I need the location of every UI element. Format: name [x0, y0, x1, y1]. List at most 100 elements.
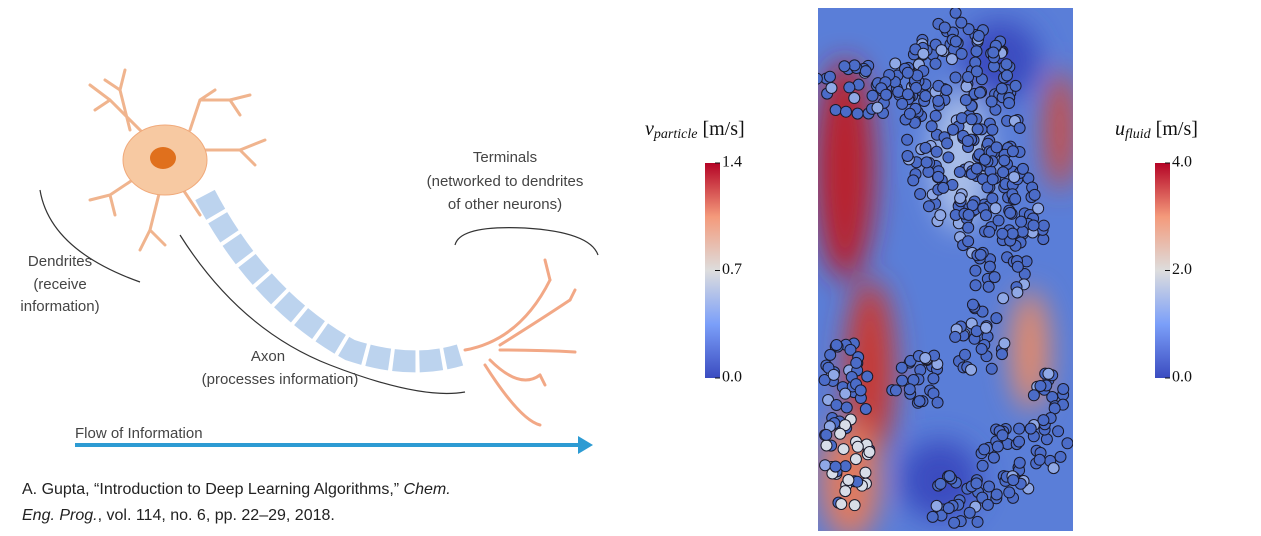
particle	[1010, 193, 1021, 204]
arrow-head	[578, 436, 593, 454]
tick-label: 0.0	[722, 369, 742, 386]
particle	[996, 349, 1007, 360]
particle	[1016, 216, 1027, 227]
particle	[986, 96, 997, 107]
particle	[979, 444, 990, 455]
particle	[946, 54, 957, 65]
particle	[904, 384, 915, 395]
particle	[938, 182, 949, 193]
particle	[991, 142, 1002, 153]
particle	[996, 83, 1007, 94]
particle	[851, 357, 862, 368]
particle	[972, 124, 983, 135]
brackets	[40, 190, 598, 393]
particle	[890, 58, 901, 69]
particle	[950, 331, 961, 342]
particle	[935, 210, 946, 221]
particle	[964, 507, 975, 518]
particle	[908, 175, 919, 186]
tick-label: 0.0	[1172, 369, 1192, 386]
unit: [m/s]	[1156, 118, 1198, 140]
particle	[915, 189, 926, 200]
particle	[840, 461, 851, 472]
particle	[944, 471, 955, 482]
particle	[947, 124, 958, 135]
flow-label: Flow of Information	[75, 425, 203, 442]
particle	[838, 444, 849, 455]
particle	[1038, 220, 1049, 231]
particle	[1012, 287, 1023, 298]
particle	[849, 60, 860, 71]
particle	[935, 478, 946, 489]
particle	[1014, 423, 1025, 434]
particle	[902, 151, 913, 162]
particle	[850, 454, 861, 465]
particle	[928, 373, 939, 384]
particle	[981, 322, 992, 333]
particle	[860, 467, 871, 478]
particle	[840, 106, 851, 117]
particle	[839, 61, 850, 72]
particle	[1014, 457, 1025, 468]
particle	[836, 498, 847, 509]
particle	[1007, 146, 1018, 157]
particle	[820, 460, 831, 471]
citation-journal: Chem.	[404, 481, 451, 498]
particle	[997, 228, 1008, 239]
particle	[841, 402, 852, 413]
particle	[1014, 436, 1025, 447]
particle	[963, 236, 974, 247]
terminals-label: (networked to dendrites	[427, 173, 584, 190]
particle	[897, 375, 908, 386]
particle	[872, 102, 883, 113]
particle	[1048, 463, 1059, 474]
particle	[977, 460, 988, 471]
particle	[971, 478, 982, 489]
particle	[1017, 163, 1028, 174]
particle	[939, 22, 950, 33]
particle	[987, 193, 998, 204]
particle	[993, 215, 1004, 226]
particle	[831, 399, 842, 410]
particle	[1004, 98, 1015, 109]
tick-label: 4.0	[1172, 154, 1192, 171]
particle	[821, 440, 832, 451]
particle	[988, 452, 999, 463]
particle	[971, 163, 982, 174]
particle	[999, 155, 1010, 166]
particle	[955, 193, 966, 204]
figure: Terminals (networked to dendrites of oth…	[0, 0, 1261, 531]
particle	[902, 134, 913, 145]
axon-label: (processes information)	[202, 371, 359, 388]
particle	[1028, 220, 1039, 231]
particle	[974, 87, 985, 98]
particle	[914, 396, 925, 407]
tick-label: 2.0	[1172, 261, 1192, 278]
particle	[1009, 172, 1020, 183]
particle	[1062, 438, 1073, 449]
particle	[1043, 368, 1054, 379]
particle	[920, 352, 931, 363]
particle	[821, 429, 832, 440]
dendrites-label: (receive	[33, 276, 86, 293]
particle	[1033, 203, 1044, 214]
particle	[1005, 207, 1016, 218]
unit: [m/s]	[702, 118, 744, 140]
particle	[930, 110, 941, 121]
particle	[998, 167, 1009, 178]
page: {"neuron": { "terminals": ["Terminals", …	[0, 0, 1261, 531]
particle	[849, 500, 860, 511]
axon	[205, 195, 460, 361]
particle	[963, 209, 974, 220]
particle	[966, 114, 977, 125]
particle	[835, 428, 846, 439]
particle	[897, 98, 908, 109]
particle	[941, 84, 952, 95]
subscript: fluid	[1125, 127, 1152, 142]
particle	[860, 66, 871, 77]
particle	[999, 338, 1010, 349]
dendrites-label: Dendrites	[28, 253, 92, 270]
particle	[881, 89, 892, 100]
particle	[926, 121, 937, 132]
particle	[1053, 426, 1064, 437]
